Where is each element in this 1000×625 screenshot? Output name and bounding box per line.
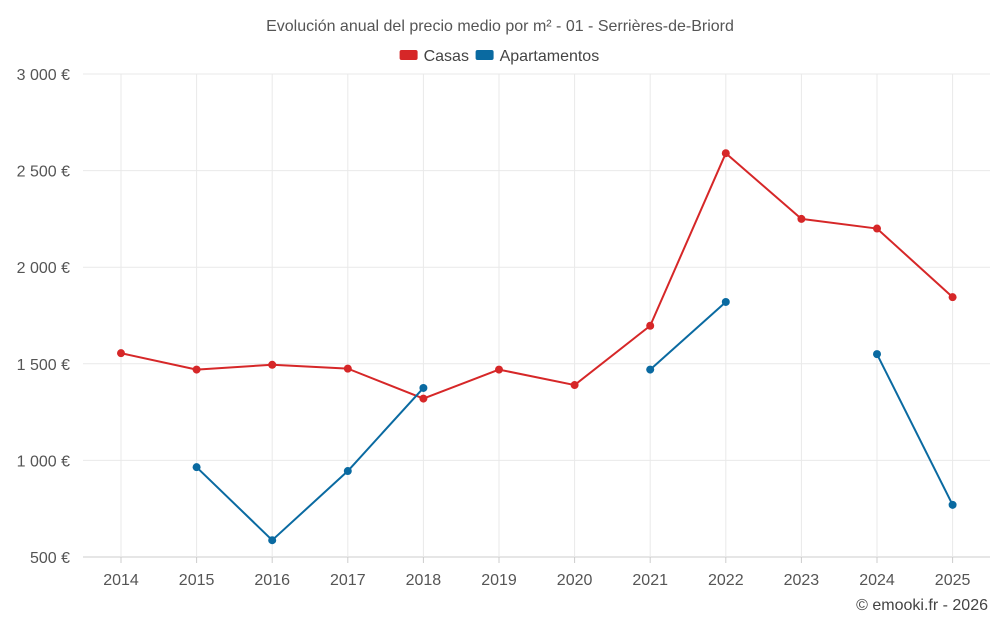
legend-swatch-casas	[399, 50, 418, 60]
data-point-apartamentos-2015[interactable]	[192, 463, 201, 472]
data-point-casas-2025[interactable]	[948, 293, 957, 302]
grid	[83, 73, 990, 558]
series-group	[117, 149, 957, 545]
x-tick-label: 2018	[406, 572, 442, 589]
data-point-casas-2017[interactable]	[343, 364, 352, 373]
x-tick-label: 2024	[859, 572, 895, 589]
y-axis: 500 € 1 000 € 1 500 € 2 000 € 2 500 € 3 000 €	[17, 67, 70, 567]
data-point-casas-2016[interactable]	[268, 360, 277, 369]
x-tick-label: 2023	[784, 572, 820, 589]
data-point-casas-2021[interactable]	[646, 321, 655, 330]
data-point-apartamentos-2018[interactable]	[419, 383, 428, 392]
x-tick-label: 2019	[481, 572, 517, 589]
x-tick-label: 2017	[330, 572, 366, 589]
y-tick-label: 500 €	[30, 550, 70, 567]
legend-item-casas[interactable]: Casas	[399, 48, 469, 65]
y-tick-label: 1 000 €	[17, 453, 70, 470]
legend-label-casas: Casas	[424, 48, 469, 65]
y-tick-label: 3 000 €	[17, 67, 70, 84]
legend-label-apartamentos: Apartamentos	[500, 48, 600, 65]
x-tick-label: 2021	[632, 572, 668, 589]
data-point-casas-2020[interactable]	[570, 381, 579, 390]
series-casas	[117, 149, 957, 403]
x-axis: 2014 2015 2016 2017 2018 2019 2020 2021 2022 2023…	[103, 557, 970, 589]
series-line-apartamentos	[195, 387, 425, 542]
credit-text: © emooki.fr - 2026	[856, 597, 988, 614]
data-point-apartamentos-2025[interactable]	[948, 500, 957, 509]
x-tick-label: 2020	[557, 572, 593, 589]
x-tick-label: 2015	[179, 572, 215, 589]
data-point-apartamentos-2024[interactable]	[873, 350, 881, 359]
y-tick-label: 2 500 €	[17, 164, 70, 181]
data-point-casas-2015[interactable]	[192, 365, 201, 374]
chart-title: Evolución anual del precio medio por m² …	[266, 18, 734, 35]
series-apartamentos	[192, 297, 957, 545]
legend-item-apartamentos[interactable]: Apartamentos	[475, 48, 600, 65]
data-point-casas-2014[interactable]	[117, 349, 125, 358]
series-line-apartamentos	[649, 301, 727, 371]
x-tick-label: 2025	[935, 572, 971, 589]
legend: Casas Apartamentos	[399, 48, 600, 65]
data-point-casas-2019[interactable]	[495, 365, 503, 374]
data-point-apartamentos-2016[interactable]	[268, 536, 277, 545]
data-point-casas-2024[interactable]	[873, 224, 881, 233]
y-tick-label: 2 000 €	[17, 260, 70, 277]
data-point-casas-2023[interactable]	[797, 214, 806, 223]
series-line-apartamentos	[876, 353, 954, 506]
data-point-casas-2018[interactable]	[419, 394, 428, 403]
data-point-apartamentos-2021[interactable]	[646, 365, 655, 374]
data-point-casas-2022[interactable]	[721, 149, 730, 158]
series-line-casas	[120, 152, 954, 400]
y-tick-label: 1 500 €	[17, 357, 70, 374]
data-point-apartamentos-2022[interactable]	[721, 297, 730, 306]
x-tick-label: 2022	[708, 572, 744, 589]
x-tick-label: 2016	[254, 572, 290, 589]
data-point-apartamentos-2017[interactable]	[343, 467, 352, 476]
x-tick-label: 2014	[103, 572, 139, 589]
legend-swatch-apartamentos	[475, 50, 494, 60]
